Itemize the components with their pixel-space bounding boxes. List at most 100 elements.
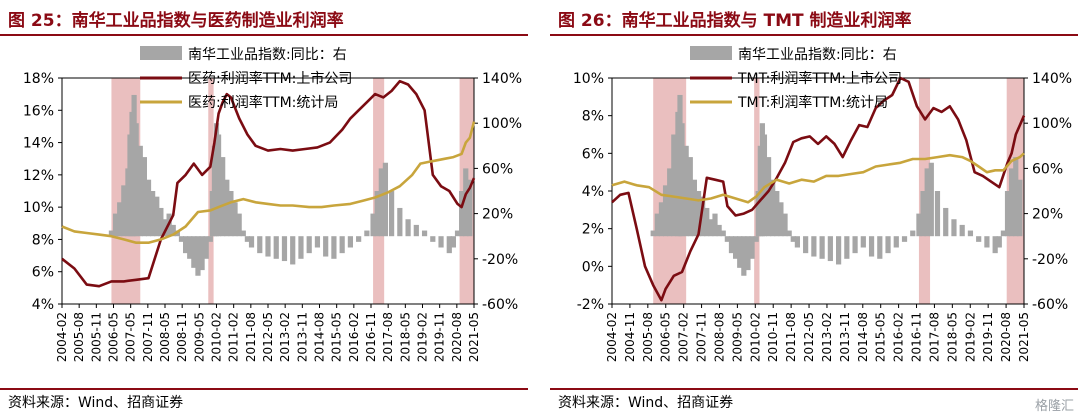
y-right-tick-label: 100% (1032, 116, 1072, 132)
bar (951, 219, 957, 237)
chart-title: 图 26：南华工业品指数与 TMT 制造业利润率 (558, 11, 912, 31)
y-left-tick-label: 16% (23, 103, 54, 119)
bar (910, 230, 916, 237)
y-right-tick-label: 100% (482, 116, 522, 132)
bar (1004, 191, 1011, 237)
bar (920, 191, 926, 237)
x-tick-label: 2019-11 (981, 312, 995, 362)
x-tick-label: 2015-05 (330, 312, 344, 362)
bar (370, 213, 376, 237)
bar (133, 123, 139, 237)
x-tick-label: 2020-08 (999, 312, 1013, 362)
x-tick-label: 2016-11 (910, 312, 924, 362)
bar (753, 236, 759, 242)
bar (298, 236, 304, 259)
y-left-tick-label: 12% (23, 168, 54, 184)
source-rule (550, 388, 1078, 390)
bar (187, 236, 193, 259)
x-tick-label: 2019-11 (433, 312, 447, 362)
bar (765, 157, 772, 237)
bar (228, 191, 234, 237)
bar (662, 185, 669, 237)
x-tick-label: 2016-02 (892, 312, 906, 362)
bar (658, 202, 665, 237)
bar (438, 236, 444, 248)
x-tick-label: 2012-05 (261, 312, 275, 362)
x-tick-label: 2008-05 (158, 312, 172, 362)
bar (154, 196, 160, 237)
bar (1000, 230, 1006, 237)
bar (724, 236, 730, 242)
bar (996, 236, 1002, 248)
legend-label: TMT:利润率TTM:上市公司 (737, 70, 902, 87)
bar (240, 230, 246, 237)
bar (1013, 157, 1019, 237)
bar (374, 191, 380, 237)
x-tick-label: 2021-05 (467, 312, 481, 362)
y-right-tick-label: 20% (1032, 207, 1063, 223)
chart-source: 资料来源：Wind、招商证券 (8, 395, 184, 411)
bar (145, 179, 152, 237)
y-left-tick-label: 10% (23, 200, 54, 216)
chart-title: 图 25：南华工业品指数与医药制造业利润率 (8, 11, 344, 31)
bar (893, 236, 899, 248)
x-tick-label: 2019-02 (416, 312, 430, 362)
y-left-tick-label: 4% (582, 184, 604, 200)
x-tick-label: 2005-08 (72, 312, 86, 362)
x-tick-label: 2010-02 (210, 312, 224, 362)
x-tick-label: 2010-02 (748, 312, 762, 362)
legend-label: 南华工业品指数:同比：右 (188, 47, 347, 63)
y-right-tick-label: -20% (482, 252, 518, 268)
bar (934, 191, 941, 237)
bar (290, 236, 296, 265)
bar (745, 236, 751, 271)
x-tick-label: 2013-11 (838, 312, 852, 362)
x-tick-label: 2012-05 (802, 312, 816, 362)
bar (467, 179, 473, 237)
x-tick-label: 2008-11 (175, 312, 189, 362)
bar (224, 179, 230, 237)
x-tick-label: 2013-11 (295, 312, 309, 362)
x-tick-label: 2011-08 (244, 312, 258, 362)
bar (712, 213, 718, 237)
y-left-tick-label: 8% (582, 109, 604, 125)
chart-panel-25: 图 25：南华工业品指数与医药制造业利润率 4% 6% 8% 10% 12% 14% 16%… (0, 0, 530, 418)
x-tick-label: 2007-11 (141, 312, 155, 362)
bar (901, 236, 908, 242)
bar (170, 224, 176, 237)
bar (803, 236, 809, 254)
x-tick-label: 2018-05 (945, 312, 959, 362)
legend-swatch (690, 46, 732, 60)
x-tick-label: 2019-02 (963, 312, 977, 362)
x-tick-label: 2014-08 (856, 312, 870, 362)
bar (141, 157, 147, 237)
bar (728, 236, 735, 254)
x-tick-label: 2013-02 (278, 312, 292, 362)
x-tick-label: 2017-08 (381, 312, 395, 362)
bar (774, 191, 780, 237)
bar (178, 236, 185, 242)
x-tick-label: 2011-02 (227, 312, 241, 362)
bar (992, 236, 998, 254)
bar (450, 236, 456, 248)
chart-source: 资料来源：Wind、招商证券 (558, 395, 734, 411)
y-left-tick-label: 18% (23, 71, 54, 87)
legend-swatch (140, 46, 182, 60)
legend-label: TMT:利润率TTM:统计局 (737, 94, 888, 111)
bar (421, 230, 428, 237)
bar (720, 230, 726, 237)
bar (770, 179, 776, 237)
x-tick-label: 2016-02 (347, 312, 361, 362)
x-tick-label: 2011-08 (784, 312, 798, 362)
y-right-tick-label: 60% (482, 161, 513, 177)
bar (794, 236, 800, 248)
y-left-tick-label: -2% (577, 297, 604, 313)
bar (836, 236, 842, 265)
x-tick-label: 2009-05 (730, 312, 744, 362)
bar (691, 179, 697, 237)
bar (273, 236, 279, 259)
bar (704, 207, 710, 237)
x-tick-label: 2020-08 (450, 312, 464, 362)
bar (339, 236, 345, 254)
bar (459, 191, 465, 237)
